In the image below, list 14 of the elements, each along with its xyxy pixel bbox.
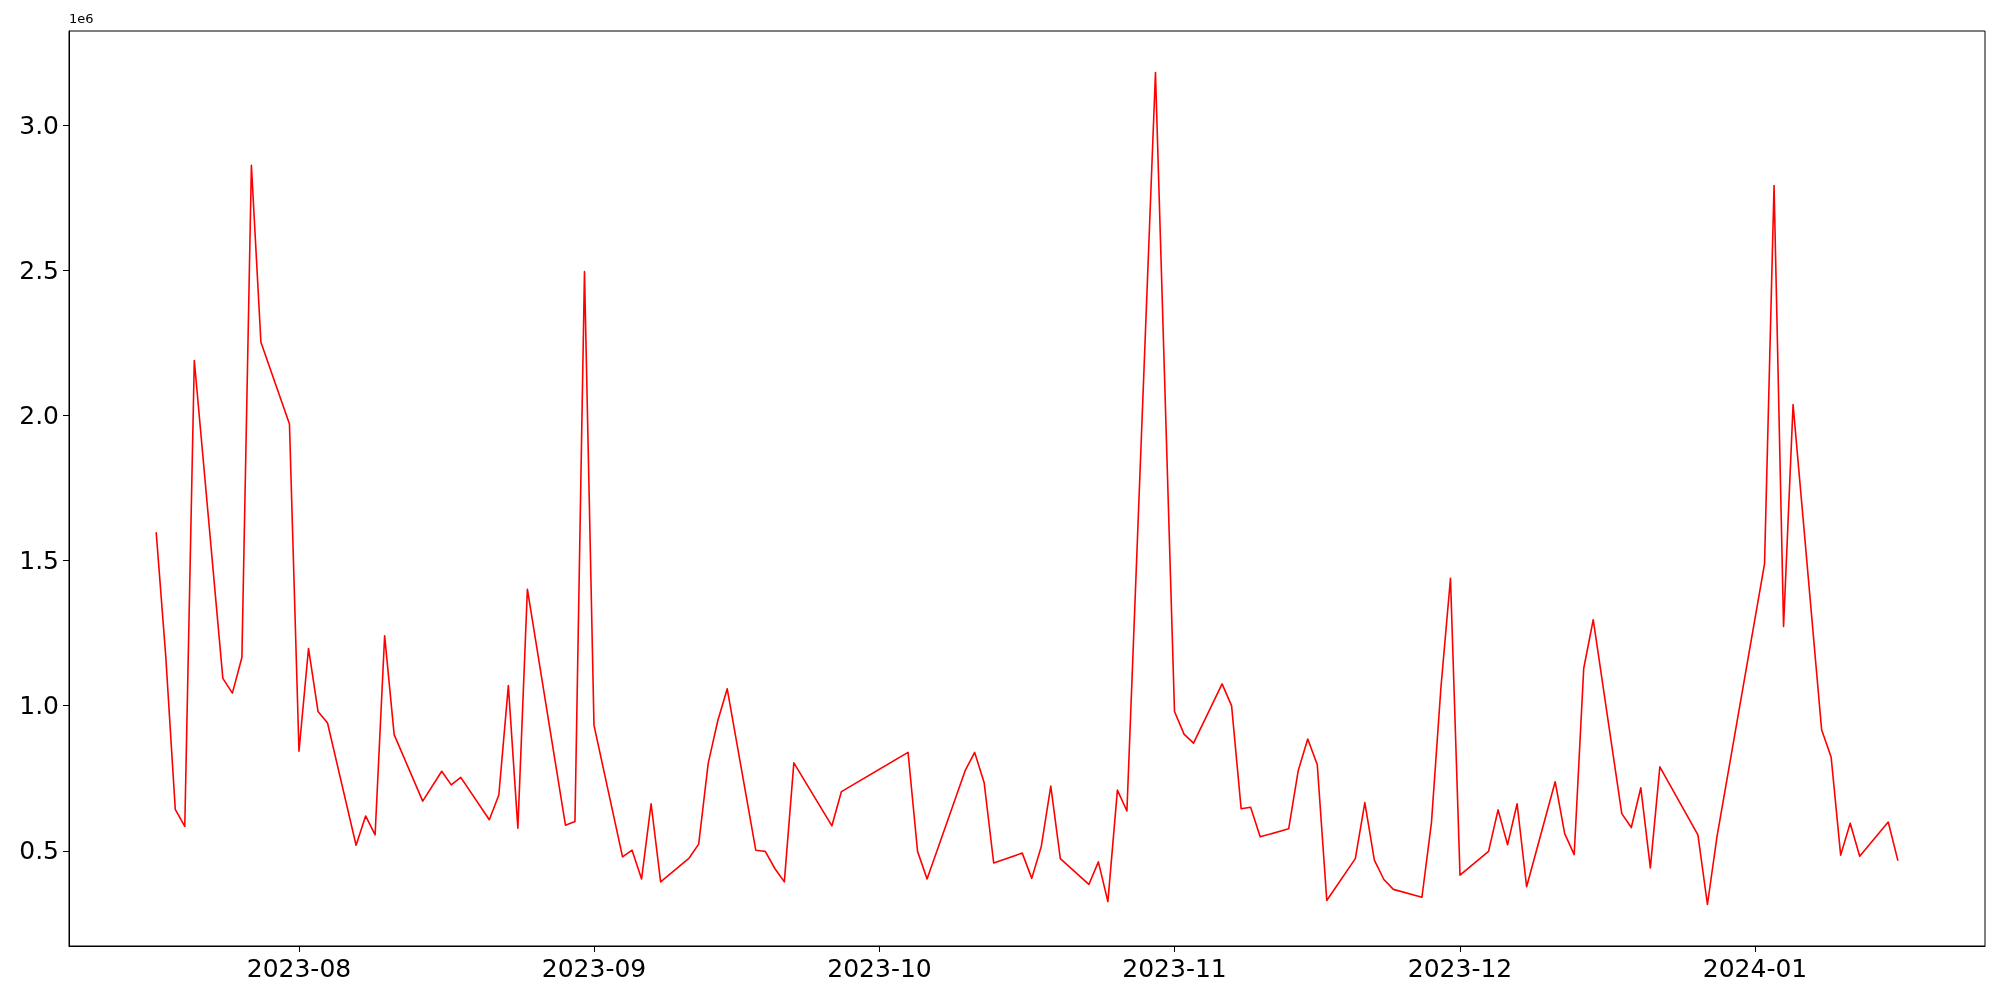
x-tick-label: 2024-01 [1702, 954, 1808, 983]
x-tick-label: 2023-09 [541, 954, 647, 983]
y-tick-label: 1.0 [19, 691, 59, 721]
x-tick-label: 2023-10 [827, 954, 932, 983]
line-series [155, 71, 1899, 906]
y-tick-label: 2.5 [19, 255, 59, 285]
y-tick-label: 0.5 [19, 836, 59, 866]
y-tick-label: 3.0 [19, 110, 59, 140]
x-tick-label: 2023-11 [1122, 954, 1227, 983]
x-tick-label: 2023-12 [1407, 954, 1513, 983]
text: 1e6 [69, 11, 94, 26]
y-tick-label: 2.0 [19, 400, 59, 430]
x-tick-label: 2023-08 [246, 954, 352, 983]
y-tick-label: 1.5 [19, 545, 59, 575]
